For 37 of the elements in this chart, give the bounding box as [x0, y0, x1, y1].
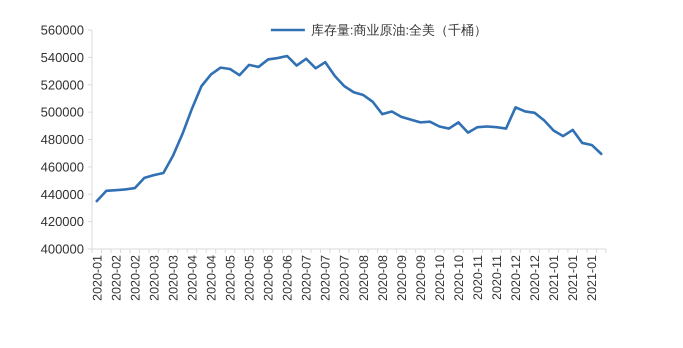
x-tick-label: 2020-08	[376, 254, 390, 301]
x-tick-label: 2020-09	[414, 254, 428, 301]
x-tick-label: 2020-12	[509, 254, 524, 301]
x-tick-label: 2020-03	[166, 254, 180, 301]
x-tick-label: 2020-02	[109, 254, 124, 301]
y-tick-label: 460000	[40, 159, 84, 174]
x-tick-label: 2020-02	[128, 254, 142, 301]
x-tick-label: 2021-01	[547, 254, 562, 301]
y-tick-label: 440000	[40, 186, 84, 202]
y-tick-label: 480000	[40, 132, 84, 147]
x-tick-label: 2020-12	[528, 254, 542, 301]
y-tick-label: 500000	[40, 104, 84, 120]
x-tick-label: 2020-09	[394, 254, 409, 301]
y-tick-label: 420000	[40, 214, 84, 230]
x-tick-label: 2020-10	[452, 254, 466, 301]
x-tick-label: 2020-03	[147, 254, 162, 301]
y-tick-label: 400000	[40, 242, 84, 256]
x-tick-label: 2020-06	[262, 254, 276, 301]
legend-label: 库存量:商业原油:全美（千桶）	[310, 22, 488, 38]
x-tick-label: 2021-01	[585, 254, 600, 301]
x-tick-label: 2020-05	[242, 254, 257, 301]
x-tick-label: 2020-08	[356, 254, 371, 301]
x-tick-label: 2020-07	[300, 254, 314, 301]
y-tick-label: 560000	[40, 22, 84, 38]
x-tick-label: 2020-01	[90, 254, 104, 301]
x-tick-label: 2020-07	[318, 254, 333, 301]
x-tick-label: 2020-04	[204, 254, 218, 301]
x-tick-label: 2020-07	[338, 254, 352, 301]
y-tick-label: 520000	[40, 77, 84, 92]
y-tick-label: 540000	[40, 50, 84, 65]
x-tick-label: 2020-10	[432, 254, 447, 301]
x-tick-label: 2020-11	[471, 254, 485, 300]
x-tick-label: 2021-01	[566, 254, 580, 301]
x-tick-label: 2020-04	[185, 254, 200, 301]
x-tick-label: 2020-11	[490, 254, 504, 300]
x-tick-label: 2020-05	[224, 254, 238, 301]
x-tick-label: 2020-06	[280, 254, 295, 301]
